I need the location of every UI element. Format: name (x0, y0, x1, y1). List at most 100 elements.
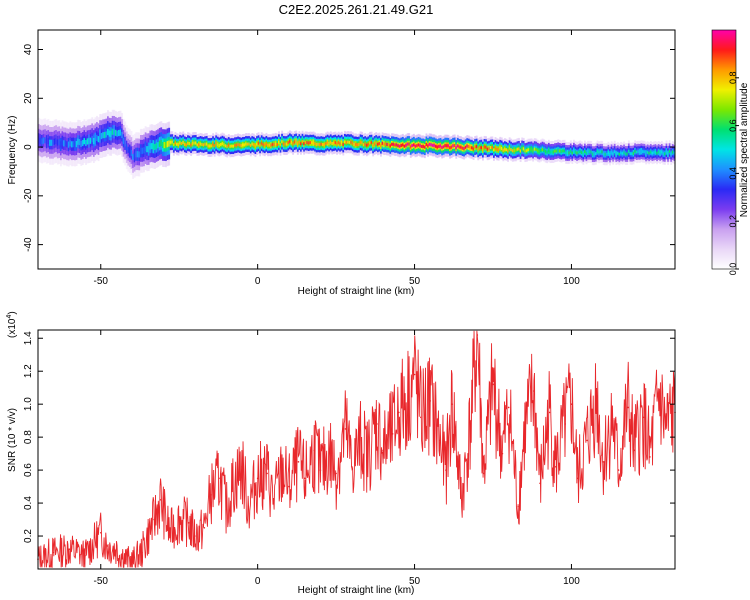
spectrogram-cell (176, 142, 178, 146)
spectrogram-cell (642, 150, 644, 154)
spectrogram-cell (439, 144, 442, 148)
spectrogram-cell (89, 137, 92, 144)
colorbar-tick-label: 0.8 (728, 72, 738, 85)
spectrogram-cell (450, 145, 453, 149)
spectrogram-cell (205, 142, 208, 146)
spectrogram-cell (588, 150, 591, 154)
spectrogram-cell (194, 141, 197, 145)
snr-y-label: SNR (10 * v/v) (7, 408, 18, 472)
spectrogram-cell (549, 150, 552, 154)
spectrogram-cell (488, 147, 491, 151)
snr-x-tick-label: 50 (409, 576, 421, 587)
spectrogram-cell (70, 141, 73, 148)
spectrogram-cell (193, 141, 196, 145)
spectrogram-cell (306, 141, 309, 145)
spectrogram-cell (343, 140, 346, 144)
spectrogram-cell (56, 139, 59, 146)
snr-y-tick-label: 1.4 (23, 331, 34, 345)
spectrogram-cell (554, 149, 557, 153)
snr-x-tick-label: 0 (255, 576, 261, 587)
spectrogram-cell (566, 151, 569, 155)
spectrogram-cell (224, 144, 227, 148)
snr-point (642, 416, 645, 419)
spectrogram-cell (292, 142, 295, 146)
spectrogram-cell (99, 132, 102, 140)
snr-point (438, 439, 441, 442)
spectrogram-y-tick-label: -20 (23, 188, 34, 203)
spectrogram-cell (445, 144, 448, 148)
spectrogram-cell (336, 142, 338, 146)
spectrogram-cell (560, 149, 563, 154)
spectrogram-cell (469, 145, 472, 150)
spectrogram-cell (533, 147, 536, 151)
spectrogram-cell (312, 141, 315, 145)
spectrogram-cell (81, 139, 84, 147)
spectrogram-cell (449, 146, 451, 150)
spectrogram-cell (340, 141, 343, 145)
spectrogram-cell (671, 150, 674, 154)
spectrogram-cell (376, 142, 379, 146)
snr-point (501, 452, 504, 455)
spectrogram-cell (417, 143, 420, 147)
spectrogram-cell (185, 143, 188, 147)
spectrogram-cell (502, 148, 505, 152)
snr-point (360, 439, 363, 442)
spectrogram-cell (141, 147, 144, 154)
spectrogram-cell (172, 143, 175, 147)
spectrogram-cell (345, 140, 348, 144)
spectrogram-cell (152, 143, 155, 150)
spectrogram-y-ticks: -40 -20 0 20 40 (23, 44, 675, 252)
snr-y-multiplier: (x104) (6, 311, 18, 338)
spectrogram-cell (599, 150, 602, 154)
spectrogram-cell (293, 140, 296, 144)
spectrogram-cell (436, 145, 439, 149)
spectrogram-cell (547, 149, 550, 153)
spectrogram-cell (643, 150, 646, 154)
snr-point (570, 403, 573, 405)
spectrogram-cell (486, 147, 489, 151)
spectrogram-cell (654, 150, 657, 154)
snr-x-label: Height of straight line (km) (298, 585, 415, 596)
spectrogram-cell (665, 149, 668, 153)
spectrogram-cell (521, 146, 524, 151)
snr-x-tick-label: 100 (563, 576, 580, 587)
snr-y-tick-label: 1.2 (23, 364, 34, 378)
spectrogram-cell (428, 142, 431, 146)
snr-point (313, 449, 315, 452)
spectrogram-cell (150, 143, 153, 150)
snr-point (115, 548, 118, 551)
snr-point (147, 535, 149, 537)
spectrogram-cell (513, 148, 516, 152)
spectrogram-cell (461, 146, 464, 150)
snr-x-tick-label: -50 (94, 576, 109, 587)
snr-point (247, 505, 250, 508)
spectrogram-cell (397, 144, 400, 148)
spectrogram-cell (177, 143, 180, 147)
spectrogram-cell (670, 152, 673, 156)
spectrogram-cell (199, 142, 202, 146)
spectrogram-cell (158, 140, 161, 147)
spectrogram-cell (296, 142, 299, 146)
spectrogram-cell (210, 144, 213, 148)
spectrogram-cell (477, 147, 480, 151)
spectrogram-cell (618, 152, 621, 156)
spectrogram-cell (248, 142, 251, 146)
figure-title: C2E2.2025.261.21.49.G21 (279, 2, 434, 17)
spectrogram-cell (72, 141, 75, 148)
spectrogram-cell (183, 142, 186, 146)
spectrogram-cell (483, 145, 486, 149)
spectrogram-cell (334, 141, 337, 145)
spectrogram-cell (88, 138, 91, 145)
spectrogram-x-tick-label: 100 (563, 276, 580, 287)
snr-point (539, 482, 541, 485)
spectrogram-cell (505, 148, 508, 152)
spectrogram-cell (651, 151, 654, 155)
snr-point (159, 498, 162, 501)
spectrogram-cell (309, 141, 312, 145)
spectrogram-cell (402, 143, 404, 147)
spectrogram-cell (188, 142, 191, 146)
spectrogram-cell (161, 141, 164, 149)
spectrogram-cell (460, 145, 462, 149)
spectrogram-cell (125, 144, 128, 151)
spectrogram-cell (147, 145, 150, 153)
